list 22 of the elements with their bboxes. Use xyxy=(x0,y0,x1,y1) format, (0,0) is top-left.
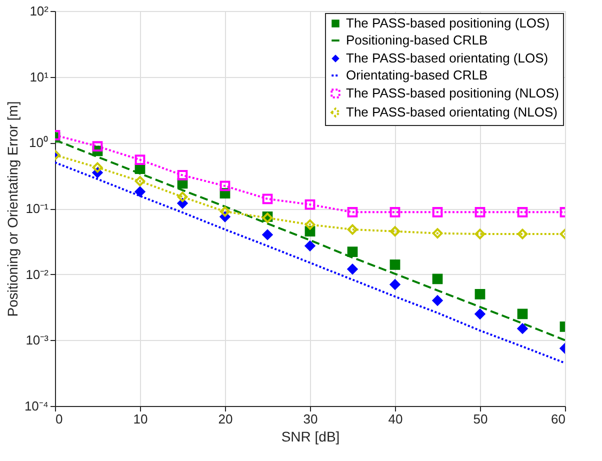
x-axis-title: SNR [dB] xyxy=(281,428,340,444)
legend-label: The PASS-based orientating (LOS) xyxy=(346,50,548,66)
legend-label: The PASS-based orientating (NLOS) xyxy=(346,104,558,120)
x-tick-label: 30 xyxy=(303,412,318,426)
y-tick-label: 10⁻⁴ xyxy=(24,398,48,414)
y-tick-label: 10⁻¹ xyxy=(26,201,50,216)
y-axis-title: Positioning or Orientating Error [m] xyxy=(4,101,20,317)
y-tick-label: 10² xyxy=(30,4,50,18)
y-tick-label: 10⁻³ xyxy=(26,332,50,348)
x-tick-label: 40 xyxy=(388,412,403,426)
x-tick-label: 0 xyxy=(56,412,63,426)
legend-label: Orientating-based CRLB xyxy=(346,68,488,82)
x-tick-label: 20 xyxy=(218,412,233,426)
y-tick-label: 10¹ xyxy=(30,69,50,84)
x-tick-label: 10 xyxy=(133,412,148,426)
legend-label: Positioning-based CRLB xyxy=(346,32,488,48)
y-tick-label: 10⁰ xyxy=(29,135,48,150)
legend-label: The PASS-based positioning (LOS) xyxy=(346,16,550,30)
x-tick-label: 50 xyxy=(473,412,488,426)
x-tick-label: 60 xyxy=(551,412,566,426)
y-tick-label: 10⁻² xyxy=(26,266,50,282)
legend-label: The PASS-based positioning (NLOS) xyxy=(346,86,559,100)
